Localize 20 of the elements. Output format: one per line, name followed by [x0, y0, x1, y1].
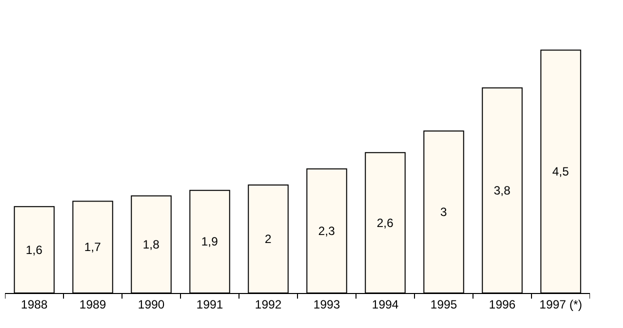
data-label: 4,5 [552, 164, 570, 179]
x-tick-label: 1995 [430, 297, 458, 312]
data-label: 3,8 [494, 183, 511, 198]
x-tick-label: 1994 [372, 297, 399, 312]
data-label: 1,8 [142, 237, 160, 252]
x-tick-label: 1991 [196, 297, 224, 312]
x-tick-label: 1989 [79, 297, 106, 312]
data-label: 1,9 [201, 234, 218, 249]
x-tick-label: 1990 [138, 297, 165, 312]
x-tick-label: 1992 [254, 297, 282, 312]
data-label: 1,6 [26, 242, 43, 257]
x-tick-label: 1997 (*) [539, 297, 582, 312]
data-label: 1,7 [84, 240, 102, 254]
x-tick-label: 1996 [488, 297, 516, 312]
data-label: 2,6 [376, 216, 394, 230]
data-label: 2 [264, 232, 272, 246]
x-tick-label: 1988 [20, 297, 48, 312]
data-label: 2,3 [318, 224, 336, 238]
data-label: 3 [440, 205, 448, 220]
x-tick-label: 1993 [313, 297, 340, 312]
